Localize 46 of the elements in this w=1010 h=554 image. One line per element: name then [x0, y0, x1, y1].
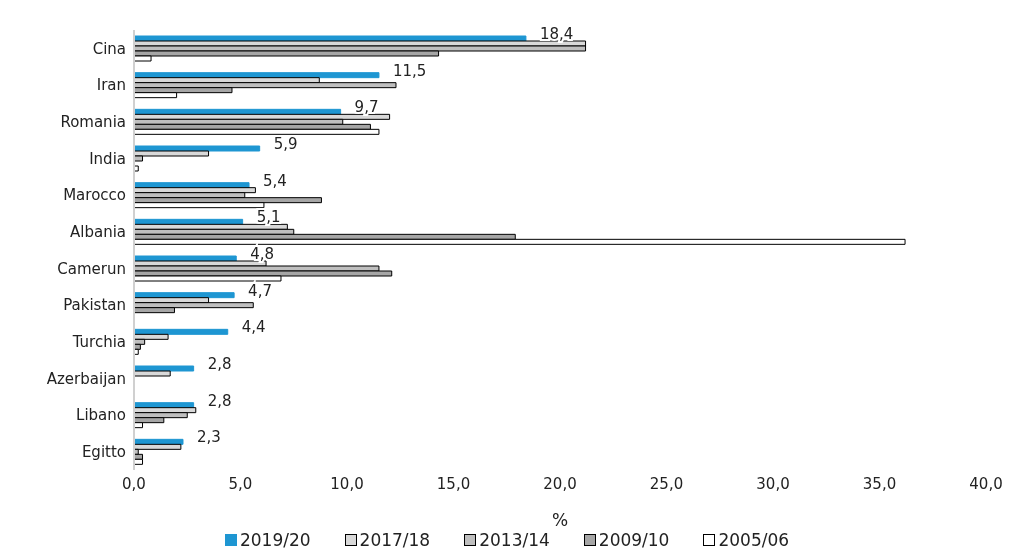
data-label: 2,3: [196, 428, 221, 447]
data-label: 2,8: [207, 391, 232, 410]
data-label: 4,7: [248, 281, 272, 300]
bar: [134, 328, 229, 335]
y-tick-label: Albania: [69, 222, 126, 241]
x-tick-label: 15,0: [436, 474, 471, 493]
x-tick-label: 10,0: [330, 474, 364, 493]
data-label: 2,8: [207, 355, 232, 373]
data-label: 4,8: [250, 245, 275, 263]
y-tick-label: Libano: [76, 406, 126, 425]
legend-label: 2005/06: [717, 530, 790, 550]
legend-label: 2017/18: [358, 530, 431, 550]
x-tick-label: 30,0: [756, 474, 790, 493]
bar: [134, 128, 380, 135]
data-label: 5,4: [263, 171, 287, 190]
data-label: 5,9: [273, 135, 298, 153]
y-tick-label: Cina: [92, 39, 126, 58]
data-label: 18,4: [539, 25, 574, 43]
data-label: 5,1: [256, 208, 281, 227]
y-tick-label: Camerun: [57, 259, 126, 278]
y-tick-label: India: [89, 149, 126, 168]
y-tick-label: Azerbaijan: [46, 369, 126, 388]
y-tick-label: Romania: [60, 112, 126, 131]
y-tick-label: Turchia: [71, 332, 126, 351]
x-tick-label: 35,0: [862, 474, 897, 493]
bar: [134, 458, 144, 465]
x-axis-title: %: [551, 510, 569, 530]
legend-label: 2009/10: [597, 530, 670, 550]
legend-label: 2019/20: [238, 530, 311, 550]
x-tick-label: 0,0: [122, 474, 146, 493]
data-label: 9,7: [354, 98, 379, 117]
bar: [134, 145, 261, 152]
bar: [134, 365, 195, 372]
bar: [134, 165, 139, 172]
data-label: 11,5: [392, 61, 427, 80]
bar: [134, 238, 906, 245]
data-label: 4,4: [241, 318, 266, 337]
legend-label: 2013/14: [478, 530, 550, 550]
y-tick-label: Egitto: [81, 442, 126, 461]
x-tick-label: 25,0: [649, 474, 684, 493]
y-tick-label: Marocco: [63, 186, 126, 205]
x-tick-label: 5,0: [228, 474, 253, 493]
x-tick-label: 40,0: [969, 474, 1003, 493]
x-tick-label: 20,0: [543, 474, 577, 493]
y-tick-label: Pakistan: [63, 296, 126, 315]
y-tick-label: Iran: [96, 76, 126, 95]
